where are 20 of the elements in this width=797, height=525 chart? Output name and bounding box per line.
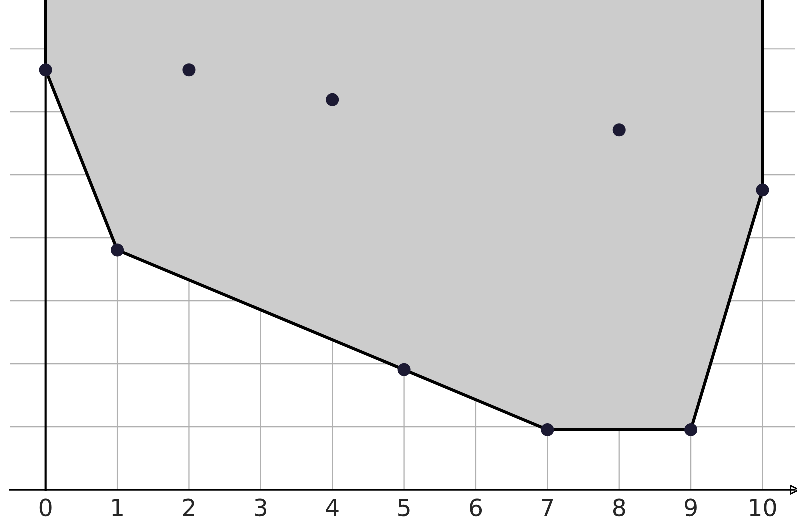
x-tick-label: 10 (750, 498, 776, 517)
point (684, 423, 698, 436)
x-tick-label: 8 (613, 498, 626, 517)
x-tick-label: 3 (255, 498, 267, 517)
point (111, 244, 124, 257)
point (39, 64, 52, 77)
x-tick-label: 7 (542, 499, 554, 516)
x-tick-label: 2 (183, 498, 194, 516)
x-tick-label: 4 (326, 499, 339, 516)
point (541, 423, 554, 436)
point (326, 93, 340, 106)
x-tick-label: 6 (470, 498, 482, 517)
point (612, 124, 626, 137)
x-tick-label: 1 (112, 499, 123, 516)
x-tick-label: 9 (685, 498, 697, 517)
x-tick-label: 0 (40, 498, 52, 517)
x-tick-label: 5 (398, 499, 410, 517)
point (182, 64, 196, 77)
point (398, 363, 411, 376)
point (756, 184, 770, 197)
